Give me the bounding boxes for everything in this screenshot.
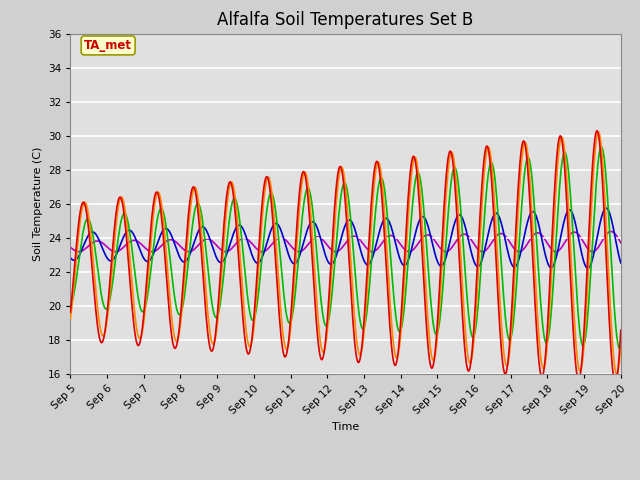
Title: Alfalfa Soil Temperatures Set B: Alfalfa Soil Temperatures Set B <box>218 11 474 29</box>
Text: TA_met: TA_met <box>84 39 132 52</box>
Y-axis label: Soil Temperature (C): Soil Temperature (C) <box>33 147 43 261</box>
X-axis label: Time: Time <box>332 421 359 432</box>
